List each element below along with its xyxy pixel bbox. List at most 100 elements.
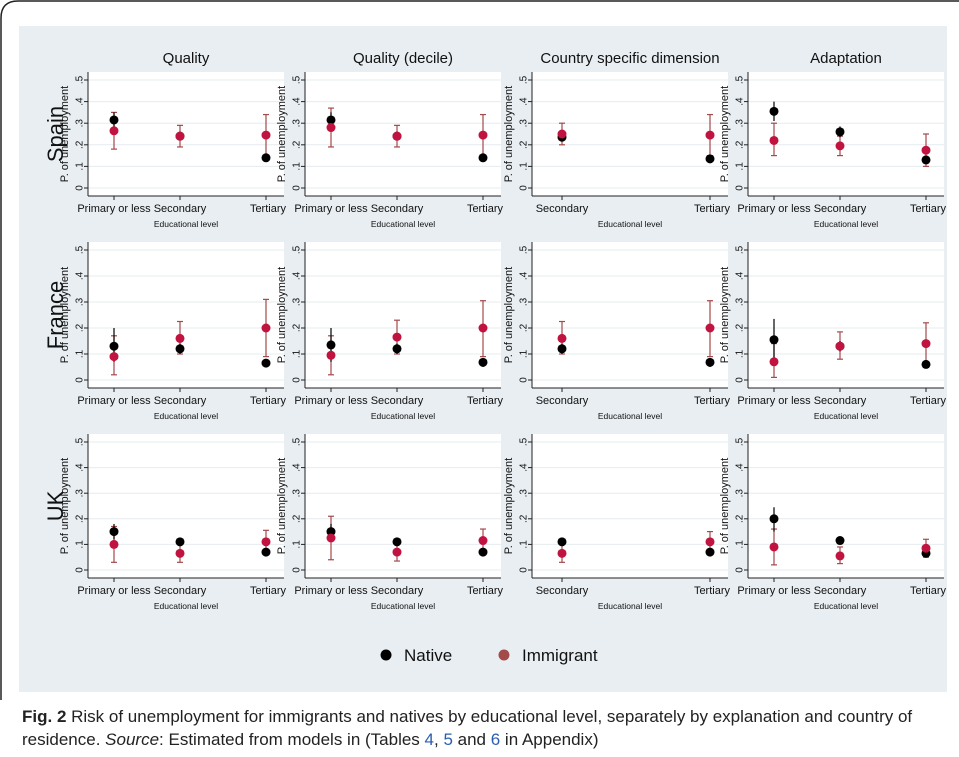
figure-border <box>0 0 959 700</box>
y-tick-label: 0 <box>75 185 86 191</box>
panel-1-3: 0 .1 .2 .3 .4 .5 P. of unemployment Primary or … <box>719 242 946 421</box>
y-tick-label: .1 <box>735 162 746 171</box>
native-point <box>109 115 119 125</box>
y-tick-label: .4 <box>75 271 86 280</box>
y-tick-label: 0 <box>735 567 746 573</box>
native-point <box>478 357 488 367</box>
y-tick-label: .2 <box>735 514 746 523</box>
y-tick-label: 0 <box>75 567 86 573</box>
plot-area <box>748 434 944 578</box>
y-tick-label: .3 <box>292 119 303 128</box>
immigrant-point <box>835 551 845 561</box>
panel-2-3: 0 .1 .2 .3 .4 .5 P. of unemployment Primary or … <box>719 434 946 611</box>
x-tick-label: Primary or less <box>294 203 368 215</box>
y-tick-label: .4 <box>292 97 303 106</box>
native-point <box>705 357 715 367</box>
y-tick-label: .1 <box>75 349 86 358</box>
immigrant-point <box>109 539 119 549</box>
table-link-6[interactable]: 6 <box>490 730 501 749</box>
immigrant-point <box>705 130 715 140</box>
y-tick-label: .3 <box>735 489 746 498</box>
native-point <box>769 514 779 524</box>
native-point <box>705 547 715 557</box>
immigrant-point <box>175 333 185 343</box>
y-tick-label: .3 <box>292 489 303 498</box>
immigrant-point <box>261 130 271 140</box>
x-tick-label: Secondary <box>536 203 589 215</box>
x-tick-label: Secondary <box>814 203 867 215</box>
x-axis-label: Educational level <box>154 601 218 611</box>
legend-native-label: Native <box>404 646 452 665</box>
column-header: Quality (decile) <box>353 50 453 67</box>
y-tick-label: .3 <box>75 119 86 128</box>
y-tick-label: 0 <box>735 185 746 191</box>
immigrant-point <box>705 537 715 547</box>
y-tick-label: .5 <box>735 75 746 84</box>
table-link-5[interactable]: 5 <box>443 730 453 749</box>
x-tick-label: Secondary <box>536 585 589 597</box>
native-point <box>769 335 779 345</box>
y-axis-label: P. of unemployment <box>719 86 731 182</box>
immigrant-point <box>326 350 336 360</box>
immigrant-point <box>109 126 119 136</box>
immigrant-point <box>557 333 567 343</box>
x-tick-label: Secondary <box>536 395 589 407</box>
x-tick-label: Tertiary <box>910 585 947 597</box>
x-tick-label: Primary or less <box>294 395 368 407</box>
y-tick-label: .5 <box>519 245 530 254</box>
row-label: Spain <box>43 106 68 162</box>
x-tick-label: Primary or less <box>77 203 151 215</box>
source-text: : Estimated from models in (Tables <box>159 730 425 749</box>
y-tick-label: .2 <box>519 323 530 332</box>
immigrant-point <box>175 548 185 558</box>
y-tick-label: .2 <box>735 323 746 332</box>
immigrant-point <box>769 357 779 367</box>
native-point <box>392 344 402 354</box>
x-tick-label: Primary or less <box>77 395 151 407</box>
y-tick-label: .1 <box>292 540 303 549</box>
x-tick-label: Secondary <box>814 395 867 407</box>
y-tick-label: .4 <box>75 463 86 472</box>
plot-area <box>88 72 284 196</box>
x-tick-label: Tertiary <box>694 585 731 597</box>
y-tick-label: .3 <box>519 297 530 306</box>
panel-0-3: 0 .1 .2 .3 .4 .5 P. of unemployment Primary or … <box>719 72 946 229</box>
y-tick-label: 0 <box>292 185 303 191</box>
y-tick-label: 0 <box>519 567 530 573</box>
immigrant-point <box>769 542 779 552</box>
y-axis-label: P. of unemployment <box>59 86 71 182</box>
source-label: Source <box>105 730 160 749</box>
row-label: UK <box>43 490 68 521</box>
column-header: Country specific dimension <box>540 50 719 67</box>
y-tick-label: 0 <box>519 185 530 191</box>
x-tick-label: Secondary <box>371 203 424 215</box>
y-axis-label: P. of unemployment <box>503 458 515 554</box>
y-axis-label: P. of unemployment <box>503 267 515 363</box>
x-axis-label: Educational level <box>814 411 878 421</box>
y-tick-label: .3 <box>735 119 746 128</box>
x-tick-label: Tertiary <box>467 395 504 407</box>
x-tick-label: Primary or less <box>294 585 368 597</box>
native-point <box>326 340 336 350</box>
native-point <box>392 537 402 547</box>
x-tick-label: Tertiary <box>467 585 504 597</box>
caption-sep: , <box>434 730 444 749</box>
y-tick-label: .5 <box>292 75 303 84</box>
column-header: Quality <box>163 50 210 67</box>
native-point <box>921 359 931 369</box>
y-tick-label: .2 <box>75 323 86 332</box>
plot-area <box>532 242 728 388</box>
x-tick-label: Tertiary <box>910 203 947 215</box>
y-tick-label: .4 <box>292 463 303 472</box>
y-tick-label: .1 <box>519 162 530 171</box>
y-tick-label: .2 <box>75 140 86 149</box>
native-point <box>835 536 845 546</box>
y-tick-label: .4 <box>519 463 530 472</box>
native-point <box>175 344 185 354</box>
y-axis-label: P. of unemployment <box>276 458 288 554</box>
y-tick-label: .4 <box>735 463 746 472</box>
table-link-4[interactable]: 4 <box>424 730 434 749</box>
immigrant-point <box>392 131 402 141</box>
panel-0-2: 0 .1 .2 .3 .4 .5 P. of unemployment Secondary Te… <box>503 72 730 229</box>
